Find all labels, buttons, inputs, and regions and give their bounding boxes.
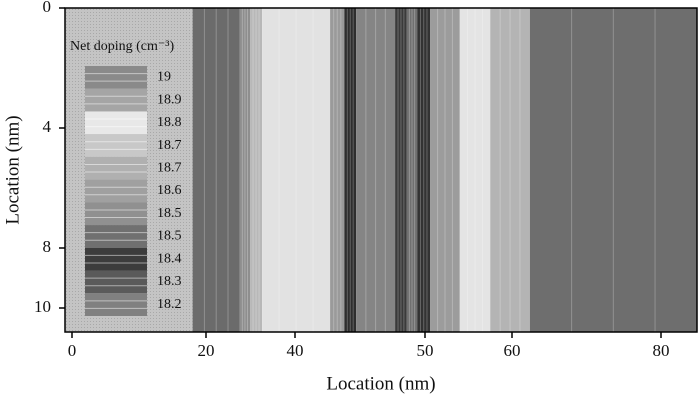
doping-band [356, 8, 396, 332]
legend-label: 18.4 [157, 251, 182, 266]
legend-label: 18.7 [157, 160, 182, 175]
legend-label: 18.5 [157, 229, 182, 244]
legend-label: 19 [157, 70, 171, 85]
doping-band [417, 8, 431, 332]
doping-band [330, 8, 345, 332]
legend-swatch [85, 111, 147, 135]
doping-band [490, 8, 530, 332]
legend-swatch [85, 225, 147, 248]
legend-swatch [85, 270, 147, 294]
y-tick-label: 10 [34, 297, 51, 316]
x-tick-label: 50 [417, 341, 434, 360]
doping-band [344, 8, 357, 332]
legend-label: 18.6 [157, 183, 182, 198]
legend-swatch [85, 247, 147, 271]
legend-title: Net doping (cm⁻³) [70, 39, 174, 54]
x-tick-label: 20 [198, 341, 215, 360]
plot-frame [64, 7, 698, 333]
legend-swatch [85, 293, 147, 316]
plot-area [65, 8, 697, 332]
x-tick-label: 40 [287, 341, 304, 360]
doping-band [239, 8, 251, 332]
doping-band [192, 8, 240, 332]
legend-label: 18.9 [157, 92, 182, 107]
legend-label: 18.3 [157, 274, 182, 289]
x-tick-label: 80 [653, 341, 670, 360]
x-axis-title: Location (nm) [326, 373, 435, 394]
doping-band [459, 8, 491, 332]
legend-label: 18.7 [157, 138, 182, 153]
legend-swatch [85, 202, 147, 226]
x-tick-label: 60 [504, 341, 521, 360]
legend-label: 18.2 [157, 297, 182, 312]
doping-band [406, 8, 418, 332]
x-tick-label: 0 [68, 341, 77, 360]
doping-band [529, 8, 697, 332]
legend-swatch [85, 88, 147, 112]
legend-swatch [85, 134, 147, 157]
doping-band [262, 8, 331, 332]
y-tick-label: 8 [43, 237, 52, 256]
y-tick-label: 4 [43, 117, 52, 136]
legend-swatch [85, 179, 147, 203]
legend-swatch [85, 66, 147, 89]
legend-label: 18.5 [157, 206, 182, 221]
doping-band [250, 8, 263, 332]
legend-swatch [85, 156, 147, 180]
y-tick-label: 0 [43, 0, 52, 16]
y-axis-title: Location (nm) [2, 115, 23, 224]
doping-band [430, 8, 460, 332]
doping-band [395, 8, 407, 332]
legend-label: 18.8 [157, 115, 182, 130]
